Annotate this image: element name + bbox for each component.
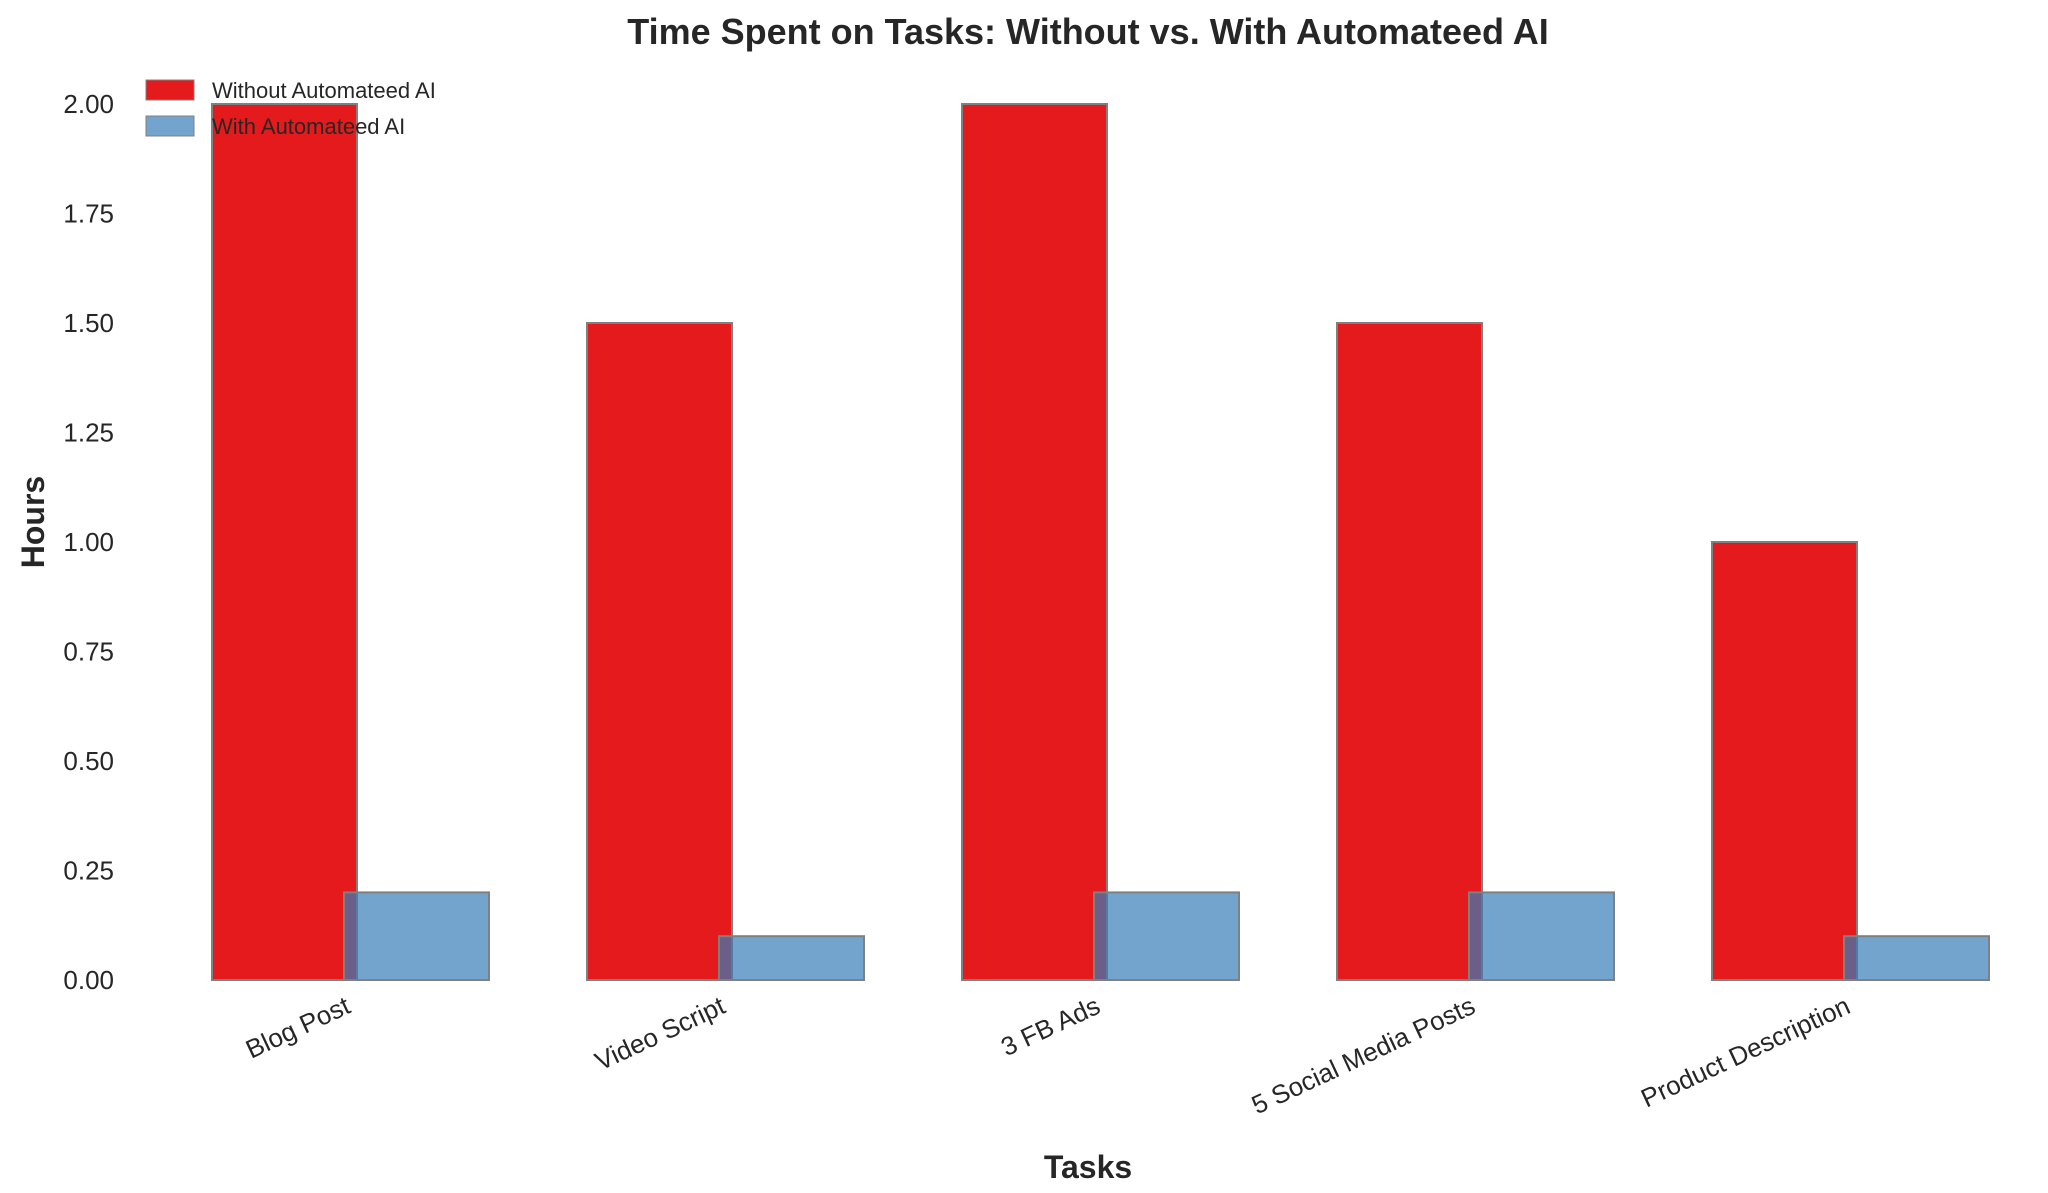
bar-without-1	[586, 322, 733, 981]
bar-with-0	[343, 891, 490, 982]
x-tick-label: 5 Social Media Posts	[1247, 990, 1480, 1120]
y-tick-label: 2.00	[63, 89, 114, 119]
bar-with-4	[1843, 935, 1990, 982]
bar-without-3	[1336, 322, 1483, 981]
x-axis-ticks: Blog Post Video Script 3 FB Ads 5 Social Me…	[241, 990, 1855, 1120]
y-tick-label: 0.75	[63, 637, 114, 667]
bars	[211, 103, 1990, 982]
y-axis-ticks: 0.00 0.25 0.50 0.75 1.00 1.25 1.50 1.75 2.00	[63, 89, 114, 995]
legend-swatch	[145, 115, 195, 137]
x-tick-label: Product Description	[1636, 990, 1854, 1113]
bar-with-2	[1093, 891, 1240, 982]
chart-title: Time Spent on Tasks: Without vs. With Au…	[627, 11, 1548, 52]
bar-without-4	[1711, 541, 1858, 981]
y-tick-label: 1.25	[63, 418, 114, 448]
y-tick-label: 0.50	[63, 746, 114, 776]
bar-with-3	[1468, 891, 1615, 982]
x-axis-label: Tasks	[1044, 1149, 1132, 1185]
y-tick-label: 1.50	[63, 308, 114, 338]
legend-label: With Automateed AI	[212, 114, 405, 139]
y-tick-label: 0.25	[63, 856, 114, 886]
x-tick-label: Video Script	[590, 990, 730, 1077]
x-tick-label: 3 FB Ads	[996, 990, 1104, 1062]
x-tick-label: Blog Post	[241, 990, 355, 1065]
y-tick-label: 1.75	[63, 199, 114, 229]
y-tick-label: 0.00	[63, 965, 114, 995]
y-tick-label: 1.00	[63, 527, 114, 557]
legend-label: Without Automateed AI	[212, 78, 436, 103]
legend-swatch	[145, 79, 195, 101]
y-axis-label: Hours	[15, 476, 51, 568]
bar-without-0	[211, 103, 358, 981]
bar-without-2	[961, 103, 1108, 981]
bar-with-1	[718, 935, 865, 982]
legend: Without Automateed AI With Automateed AI	[145, 78, 436, 139]
